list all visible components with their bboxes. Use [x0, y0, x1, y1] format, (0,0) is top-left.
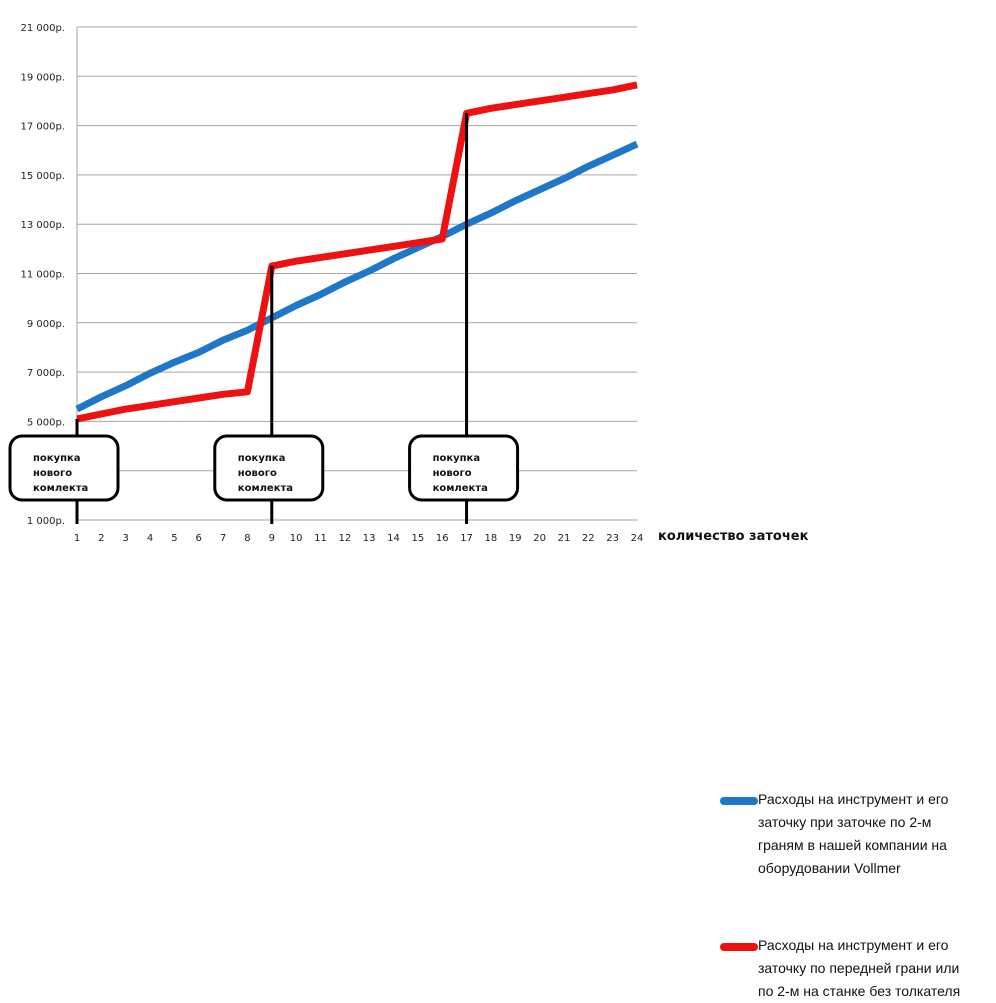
annotation-text: покупка нового комлекта: [33, 453, 88, 494]
annotation-box: [408, 434, 520, 502]
series-line-red: [76, 81, 638, 423]
y-tick-label: 13 000р.: [20, 220, 65, 231]
x-tick-label: 4: [147, 533, 153, 544]
y-tick-label: 15 000р.: [20, 171, 65, 182]
x-tick-label: 15: [412, 533, 425, 544]
x-tick-label: 8: [244, 533, 250, 544]
legend-label-blue: Расходы на инструмент и его заточку при …: [758, 791, 949, 876]
y-tick-label: 9 000р.: [27, 319, 65, 330]
x-tick-label: 13: [363, 533, 376, 544]
annotation-text: покупка нового комлекта: [238, 453, 293, 494]
y-tick-label: 19 000р.: [20, 72, 65, 83]
y-tick-label: 11 000р.: [20, 270, 65, 281]
legend-label-red: Расходы на инструмент и его заточку по п…: [758, 937, 961, 999]
x-tick-label: 14: [387, 533, 400, 544]
y-tick-label: 1 000р.: [27, 516, 65, 527]
y-tick-label: 21 000р.: [20, 23, 65, 34]
x-tick-label: 2: [98, 533, 104, 544]
x-tick-label: 1: [74, 533, 80, 544]
x-tick-label: 17: [460, 533, 473, 544]
y-tick-label: 5 000р.: [27, 417, 65, 428]
x-tick-label: 21: [558, 533, 571, 544]
series-line-blue: [75, 140, 639, 413]
x-tick-label: 11: [314, 533, 327, 544]
y-tick-label: 17 000р.: [20, 122, 65, 133]
annotation-box: [8, 434, 120, 502]
x-axis-label: количество заточек: [658, 529, 809, 544]
legend-swatch-red: [720, 943, 758, 951]
chart: 1 000р. 5 000р. 7 000р. 9 000р. 11 000р. 13 0…: [8, 23, 960, 999]
x-tick-label: 9: [269, 533, 275, 544]
x-tick-label: 6: [196, 533, 202, 544]
y-tick-label: 7 000р.: [27, 368, 65, 379]
legend-swatch-blue: [720, 797, 758, 805]
annotation-text: покупка нового комлекта: [433, 453, 488, 494]
x-tick-label: 23: [606, 533, 619, 544]
x-tick-label: 5: [171, 533, 177, 544]
x-tick-label: 12: [338, 533, 351, 544]
x-tick-label: 20: [533, 533, 546, 544]
annotation-box: [213, 434, 325, 502]
x-tick-label: 16: [436, 533, 449, 544]
chart-svg: 1 000р. 5 000р. 7 000р. 9 000р. 11 000р. 13 0…: [8, 23, 809, 544]
x-tick-label: 7: [220, 533, 226, 544]
x-tick-label: 22: [582, 533, 595, 544]
x-tick-label: 3: [123, 533, 129, 544]
x-tick-label: 18: [485, 533, 498, 544]
x-tick-label: 24: [631, 533, 644, 544]
x-tick-label: 10: [290, 533, 303, 544]
x-tick-label: 19: [509, 533, 522, 544]
